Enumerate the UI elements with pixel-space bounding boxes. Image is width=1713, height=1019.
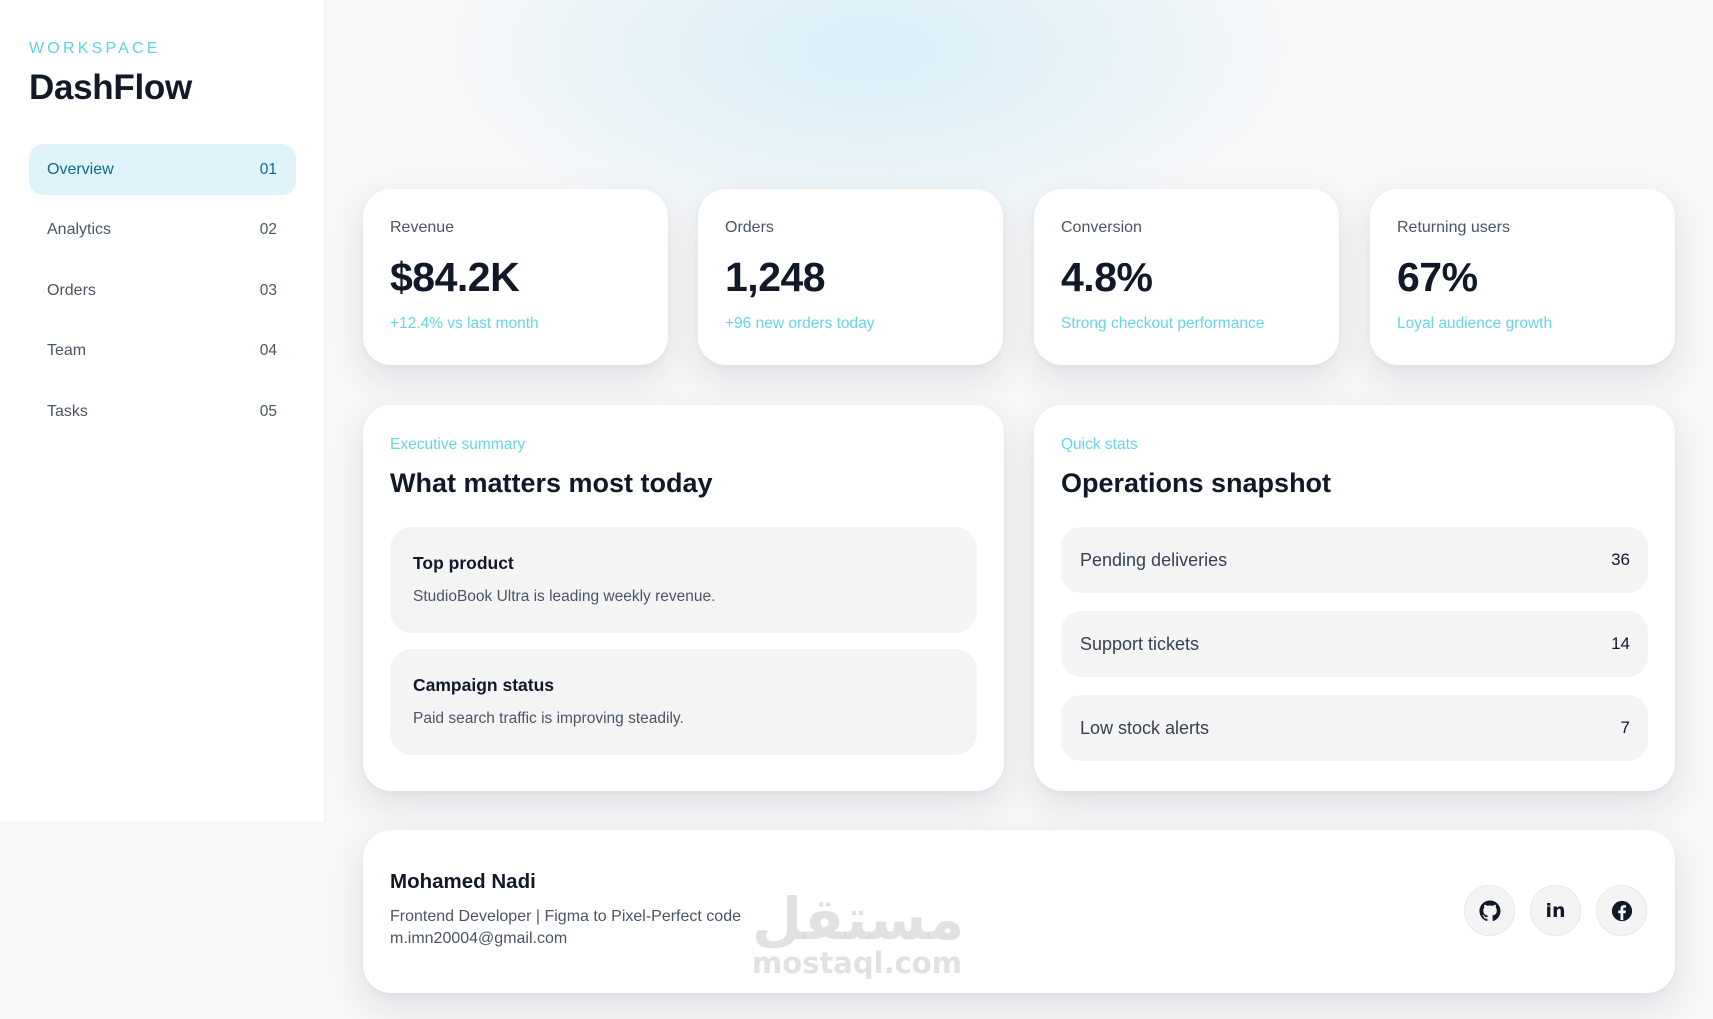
stat-value: 4.8%	[1061, 254, 1153, 300]
stat-label: Revenue	[390, 219, 455, 236]
snapshot-row-value: 7	[1620, 718, 1630, 737]
stat-value: 67%	[1397, 254, 1478, 300]
operations-snapshot-panel: Quick stats Operations snapshot Pending …	[1034, 405, 1675, 791]
sidebar-item-overview[interactable]: Overview 01	[29, 144, 296, 195]
summary-item-title: Campaign status	[413, 675, 554, 695]
snapshot-row-label: Pending deliveries	[1080, 549, 1228, 570]
panel-title: Operations snapshot	[1061, 468, 1332, 498]
summary-item-text: Paid search traffic is improving steadil…	[413, 710, 684, 727]
sidebar-item-analytics[interactable]: Analytics 02	[29, 205, 296, 256]
sidebar-nav: Overview 01 Analytics 02 Orders 03 Team …	[29, 144, 296, 437]
snapshot-row-value: 36	[1611, 550, 1630, 569]
sidebar-item-label: Team	[47, 342, 87, 359]
author-role: Frontend Developer | Figma to Pixel-Perf…	[390, 908, 741, 925]
summary-item-title: Top product	[413, 553, 514, 573]
facebook-icon	[1611, 900, 1632, 921]
snapshot-row-label: Support tickets	[1080, 633, 1200, 654]
stat-note: Loyal audience growth	[1397, 315, 1553, 332]
panel-eyebrow: Executive summary	[390, 436, 526, 453]
sidebar-item-label: Overview	[47, 160, 114, 178]
snapshot-row-label: Low stock alerts	[1080, 717, 1210, 738]
sidebar-item-tasks[interactable]: Tasks 05	[29, 386, 296, 437]
sidebar-item-label: Orders	[47, 281, 96, 299]
snapshot-row-value: 14	[1611, 634, 1630, 653]
stat-label: Returning users	[1397, 219, 1510, 236]
summary-item-text: StudioBook Ultra is leading weekly reven…	[413, 588, 716, 605]
panel-eyebrow: Quick stats	[1061, 436, 1138, 453]
sidebar-item-number: 02	[259, 221, 277, 238]
sidebar-item-team[interactable]: Team 04	[29, 326, 296, 377]
brand-title: DashFlow	[29, 68, 192, 107]
stat-note: Strong checkout performance	[1061, 315, 1265, 332]
sidebar-item-number: 04	[259, 342, 277, 359]
linkedin-icon: in	[1545, 899, 1566, 922]
stat-label: Conversion	[1061, 219, 1142, 236]
author-name: Mohamed Nadi	[390, 870, 536, 893]
snapshot-row-low-stock-alerts: Low stock alerts 7	[1061, 695, 1648, 761]
facebook-button[interactable]	[1596, 885, 1647, 936]
stat-note: +12.4% vs last month	[390, 315, 539, 332]
workspace-label: WORKSPACE	[29, 40, 161, 57]
sidebar-item-orders[interactable]: Orders 03	[29, 265, 296, 316]
snapshot-row-support-tickets: Support tickets 14	[1061, 611, 1648, 677]
profile-footer-card: Mohamed Nadi Frontend Developer | Figma …	[363, 830, 1675, 993]
stat-label: Orders	[725, 219, 774, 236]
stat-card-conversion: Conversion 4.8% Strong checkout performa…	[1034, 189, 1339, 365]
sidebar: WORKSPACE DashFlow Overview 01 Analytics…	[0, 0, 325, 822]
snapshot-row-pending-deliveries: Pending deliveries 36	[1061, 527, 1648, 593]
linkedin-button[interactable]: in	[1530, 885, 1581, 936]
social-links: in	[1464, 885, 1647, 936]
github-button[interactable]	[1464, 885, 1515, 936]
sidebar-item-label: Tasks	[47, 402, 88, 420]
sidebar-item-number: 03	[259, 281, 277, 299]
stat-card-returning-users: Returning users 67% Loyal audience growt…	[1370, 189, 1675, 365]
stat-card-revenue: Revenue $84.2K +12.4% vs last month	[363, 189, 668, 365]
github-icon	[1478, 899, 1501, 921]
executive-summary-panel: Executive summary What matters most toda…	[363, 405, 1004, 791]
sidebar-item-number: 01	[259, 160, 277, 178]
panel-title: What matters most today	[390, 468, 713, 498]
stat-note: +96 new orders today	[725, 315, 875, 332]
sidebar-item-label: Analytics	[47, 221, 112, 238]
sidebar-item-number: 05	[259, 402, 277, 420]
summary-item-top-product: Top product StudioBook Ultra is leading …	[390, 527, 977, 633]
stat-value: $84.2K	[390, 254, 520, 300]
author-email[interactable]: m.imn20004@gmail.com	[390, 930, 568, 947]
stat-card-orders: Orders 1,248 +96 new orders today	[698, 189, 1003, 365]
stat-value: 1,248	[725, 254, 826, 300]
summary-item-campaign-status: Campaign status Paid search traffic is i…	[390, 649, 977, 755]
